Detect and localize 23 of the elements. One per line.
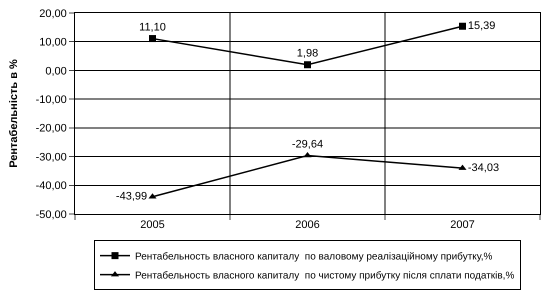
y-tick-label: -50,00 xyxy=(36,208,67,221)
point xyxy=(304,61,311,68)
y-axis-title: Рентабельність в % xyxy=(8,58,20,168)
y-tick-label: -40,00 xyxy=(36,180,67,192)
y-tick-label: -30,00 xyxy=(36,151,67,164)
y-tick-label: -10,00 xyxy=(36,94,67,106)
point xyxy=(149,35,156,42)
data-label: 15,39 xyxy=(468,20,496,32)
legend-label: Рентабельность власного капиталу по чистому прибутку після сплати податків,% xyxy=(135,270,514,282)
legend-label: Рентабельность власного капиталу по валовому реалізаційному прибутку,% xyxy=(135,252,493,263)
x-tick-label: 2005 xyxy=(140,219,165,232)
y-tick-label: 20,00 xyxy=(39,8,67,20)
x-tick-label: 2006 xyxy=(295,219,320,232)
data-label: 1,98 xyxy=(296,48,318,60)
data-label: -34,03 xyxy=(468,162,500,174)
point xyxy=(459,22,466,30)
data-label: -43,99 xyxy=(116,190,148,202)
data-label: 11,10 xyxy=(139,21,166,34)
y-tick-label: 0,00 xyxy=(45,65,67,78)
x-tick-label: 2007 xyxy=(450,219,475,232)
data-label: -29,64 xyxy=(292,138,324,150)
y-tick-label: -20,00 xyxy=(36,122,67,135)
y-tick-label: 10,00 xyxy=(39,36,67,49)
